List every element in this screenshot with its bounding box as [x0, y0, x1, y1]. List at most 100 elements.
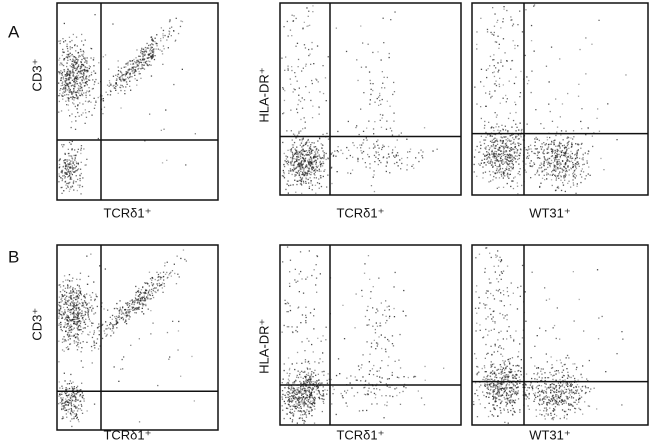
dot: [63, 340, 65, 343]
dot: [138, 421, 141, 423]
dot: [73, 304, 75, 306]
dot: [335, 413, 337, 416]
dot: [88, 87, 90, 89]
dot: [69, 75, 71, 78]
dot: [74, 91, 76, 94]
dot: [557, 163, 559, 165]
dot: [67, 148, 69, 150]
dot: [295, 17, 297, 20]
dot: [283, 400, 285, 403]
dot: [95, 342, 98, 344]
dot: [507, 376, 510, 378]
dot: [286, 162, 288, 165]
dot: [492, 395, 494, 397]
dot: [502, 186, 505, 188]
dot: [140, 303, 142, 305]
dot: [132, 300, 134, 302]
dot: [137, 65, 140, 67]
dot: [126, 71, 128, 73]
dot: [64, 159, 66, 161]
dot: [281, 382, 283, 384]
dot: [77, 71, 79, 73]
dot: [559, 171, 561, 173]
dot: [476, 365, 478, 368]
dot: [292, 396, 294, 398]
dot: [66, 104, 68, 106]
dot: [306, 337, 308, 340]
plot-frame: [279, 244, 462, 426]
dot: [65, 184, 67, 186]
dot: [497, 388, 499, 390]
dot: [143, 295, 145, 297]
dot: [79, 94, 82, 97]
dot: [288, 398, 291, 400]
dot: [495, 84, 498, 87]
dot: [316, 255, 318, 257]
dot: [519, 168, 521, 170]
dot: [81, 58, 83, 61]
dot: [292, 170, 294, 172]
dot: [75, 400, 77, 403]
dot: [366, 324, 368, 326]
dot: [498, 155, 500, 157]
dot: [322, 395, 324, 397]
dot: [297, 66, 299, 68]
dot: [296, 111, 299, 114]
dot: [79, 102, 81, 104]
dot: [74, 171, 76, 173]
dot: [289, 309, 292, 312]
dot: [392, 345, 395, 347]
dot: [581, 158, 583, 160]
dot: [94, 81, 96, 83]
dot: [388, 317, 390, 319]
dot: [77, 328, 79, 330]
dot: [367, 305, 369, 308]
dot: [150, 47, 152, 49]
dot: [143, 50, 145, 52]
dot: [117, 316, 119, 318]
dot: [418, 152, 420, 154]
dot: [114, 316, 116, 318]
dot: [64, 303, 66, 305]
dot: [124, 90, 126, 92]
dot: [510, 68, 512, 70]
dot: [67, 82, 69, 85]
dot: [514, 47, 516, 50]
dot: [305, 63, 307, 65]
dot: [291, 401, 293, 403]
dot: [485, 377, 487, 380]
dot: [288, 326, 290, 328]
dot: [301, 184, 303, 186]
dot: [290, 169, 292, 171]
dot: [303, 404, 305, 406]
dot: [149, 278, 152, 280]
dot: [168, 358, 170, 360]
dot: [501, 124, 503, 126]
dot: [504, 156, 507, 158]
dot: [541, 171, 543, 173]
dot: [551, 120, 554, 122]
dot: [80, 66, 83, 68]
dot: [510, 156, 512, 158]
dot: [67, 399, 70, 401]
dot: [360, 380, 362, 382]
dot: [490, 388, 492, 391]
dot: [73, 334, 75, 336]
dot: [286, 130, 288, 132]
dot: [540, 146, 542, 148]
dot: [567, 136, 569, 138]
dot: [550, 155, 553, 158]
dot: [70, 55, 72, 57]
dot: [90, 48, 93, 50]
dot: [291, 326, 293, 328]
dot: [377, 144, 379, 146]
dot: [65, 164, 67, 166]
dot: [89, 66, 91, 68]
dot: [148, 285, 150, 287]
dot: [74, 63, 77, 66]
dot: [298, 156, 300, 158]
dot: [73, 307, 75, 309]
dot: [570, 146, 572, 148]
dot: [394, 146, 396, 148]
dot: [385, 395, 387, 397]
